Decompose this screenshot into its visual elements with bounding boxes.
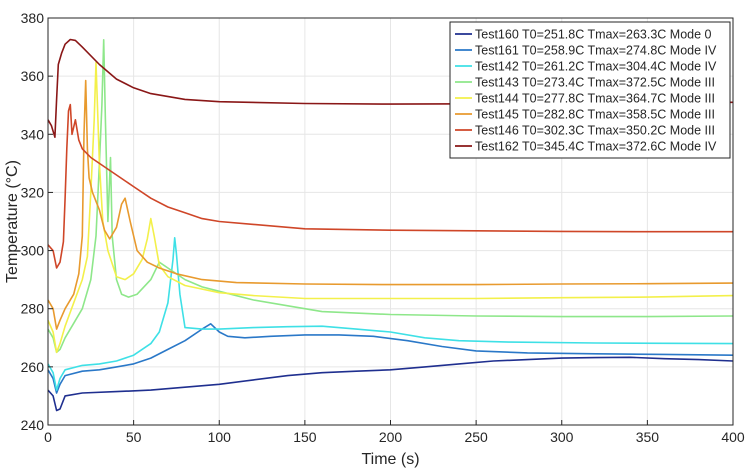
x-tick-label: 400 <box>721 429 745 445</box>
x-tick-label: 300 <box>550 429 574 445</box>
x-axis-ticks: 0 50 100 150 200 250 300 350 400 <box>44 420 745 445</box>
series-line-1 <box>47 356 734 412</box>
x-tick-label: 200 <box>379 429 403 445</box>
y-tick-label: 280 <box>21 301 45 317</box>
x-tick-label: 0 <box>44 429 52 445</box>
series-lines <box>47 38 734 412</box>
x-axis-label: Time (s) <box>361 451 419 468</box>
series-line-6 <box>47 79 734 330</box>
x-tick-label: 100 <box>208 429 232 445</box>
legend-entry: Test145 T0=282.8C Tmax=358.5C Mode III <box>475 108 715 122</box>
series-line-5 <box>47 61 734 354</box>
x-tick-label: 50 <box>126 429 142 445</box>
series-line-8 <box>47 38 734 138</box>
legend-entry: Test161 T0=258.9C Tmax=274.8C Mode IV <box>475 44 717 58</box>
legend-entry: Test160 T0=251.8C Tmax=263.3C Mode 0 <box>475 28 712 42</box>
y-tick-label: 260 <box>21 359 45 375</box>
series-line-2 <box>47 323 734 394</box>
legend-box <box>449 21 731 159</box>
legend-entry: Test143 T0=273.4C Tmax=372.5C Mode III <box>475 76 715 90</box>
legend-entry: Test142 T0=261.2C Tmax=304.4C Mode IV <box>475 60 717 74</box>
y-tick-label: 360 <box>21 68 45 84</box>
x-tick-label: 250 <box>464 429 488 445</box>
y-axis-label: Temperature (°C) <box>4 160 21 283</box>
legend-entry: Test146 T0=302.3C Tmax=350.2C Mode III <box>475 124 715 138</box>
legend-entry: Test144 T0=277.8C Tmax=364.7C Mode III <box>475 92 715 106</box>
y-tick-label: 340 <box>21 126 45 142</box>
legend: Test160 T0=251.8C Tmax=263.3C Mode 0 Test… <box>449 21 731 159</box>
x-tick-label: 350 <box>636 429 660 445</box>
y-axis-ticks: 240 260 280 300 320 340 360 380 <box>21 10 53 433</box>
series-line-7 <box>47 103 733 269</box>
y-tick-label: 380 <box>21 10 45 26</box>
y-tick-label: 320 <box>21 184 45 200</box>
legend-entry: Test162 T0=345.4C Tmax=372.6C Mode IV <box>475 140 717 154</box>
series-line-4 <box>47 39 734 354</box>
y-tick-label: 240 <box>21 417 45 433</box>
x-tick-label: 150 <box>293 429 317 445</box>
y-tick-label: 300 <box>21 243 45 259</box>
